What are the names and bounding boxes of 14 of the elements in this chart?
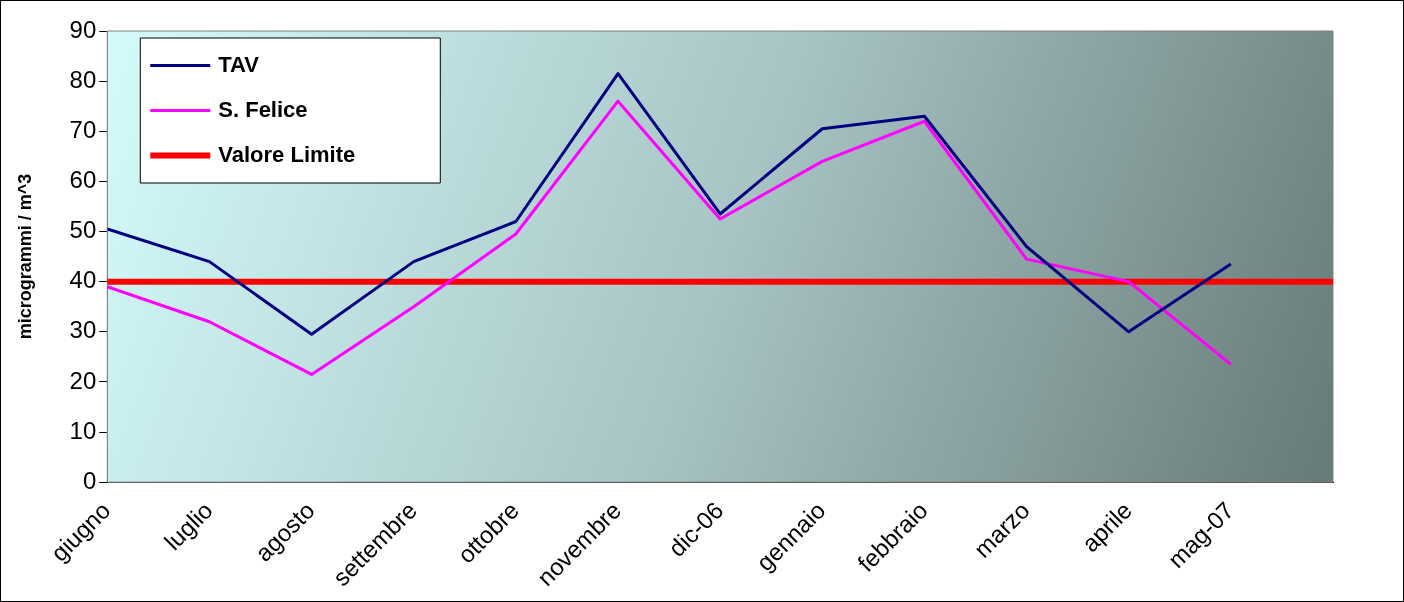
legend-label: Valore Limite xyxy=(218,141,356,167)
y-tick-label: 70 xyxy=(69,115,97,143)
y-tick-label: 80 xyxy=(69,65,97,93)
y-tick-label: 10 xyxy=(69,416,97,444)
y-tick-label: 60 xyxy=(69,166,97,194)
legend-label: TAV xyxy=(218,51,260,77)
legend-label: S. Felice xyxy=(218,96,308,122)
y-tick-label: 40 xyxy=(69,266,97,294)
y-tick-label: 30 xyxy=(69,316,97,344)
y-axis-title: microgrammi / m^3 xyxy=(14,173,35,340)
y-tick-label: 20 xyxy=(69,366,97,394)
y-tick-label: 90 xyxy=(69,15,97,43)
y-tick-label: 0 xyxy=(82,466,97,494)
y-tick-label: 50 xyxy=(69,216,97,244)
